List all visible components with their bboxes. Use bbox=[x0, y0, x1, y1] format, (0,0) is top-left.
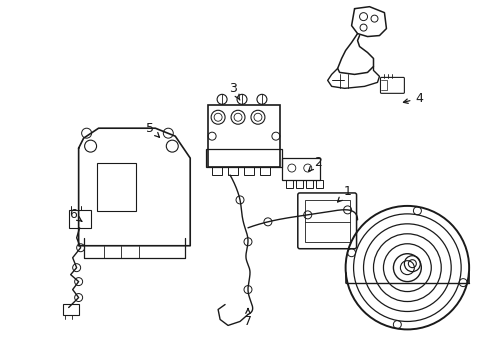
Bar bbox=[212, 167, 222, 175]
Bar bbox=[281, 158, 319, 180]
Text: 4: 4 bbox=[403, 92, 423, 105]
Text: 5: 5 bbox=[146, 122, 159, 137]
Bar bbox=[315, 180, 322, 188]
Text: 7: 7 bbox=[244, 309, 251, 328]
Bar bbox=[68, 210, 90, 228]
Bar bbox=[244, 167, 253, 175]
Bar bbox=[62, 303, 79, 315]
Bar bbox=[305, 180, 312, 188]
Bar bbox=[260, 167, 269, 175]
Text: 2: 2 bbox=[308, 156, 321, 171]
Text: 3: 3 bbox=[229, 82, 240, 100]
Bar bbox=[295, 180, 302, 188]
Text: 6: 6 bbox=[69, 208, 81, 221]
Text: 1: 1 bbox=[337, 185, 351, 202]
Bar bbox=[96, 163, 136, 211]
Bar bbox=[206, 149, 281, 167]
Bar bbox=[208, 105, 279, 167]
Bar bbox=[227, 167, 238, 175]
Bar bbox=[304, 200, 349, 242]
Bar bbox=[285, 180, 292, 188]
